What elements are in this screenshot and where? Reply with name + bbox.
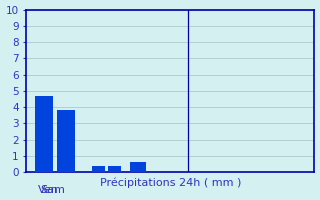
Bar [92, 166, 105, 172]
Bar [35, 96, 53, 172]
Text: Sam: Sam [40, 185, 65, 195]
Bar [57, 110, 75, 172]
Text: Ven: Ven [37, 185, 58, 195]
Bar [130, 162, 146, 172]
X-axis label: Précipitations 24h ( mm ): Précipitations 24h ( mm ) [100, 178, 241, 188]
Bar [108, 166, 121, 172]
